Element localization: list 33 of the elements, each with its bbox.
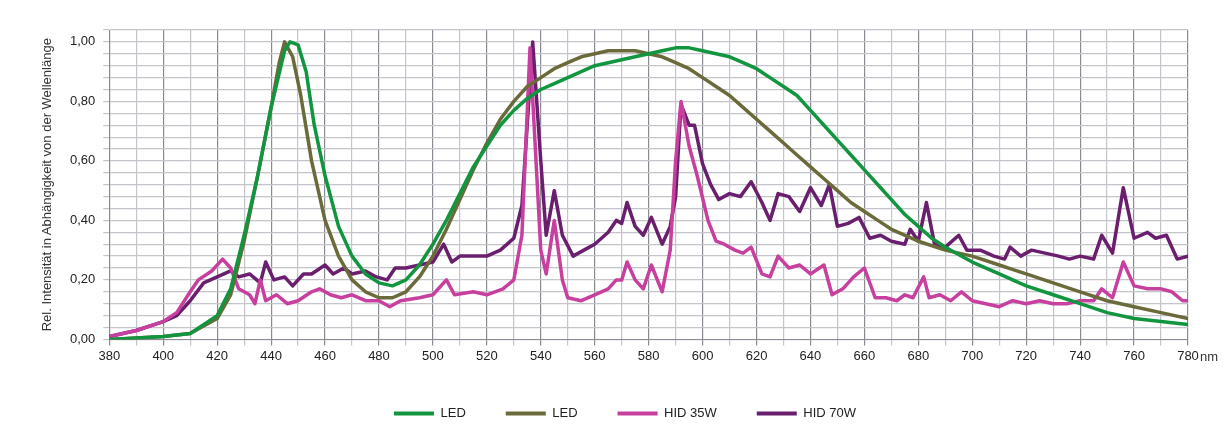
x-tick-label: 480: [368, 347, 390, 363]
x-tick-label: 400: [152, 347, 175, 363]
x-tick-label: 580: [637, 347, 660, 363]
x-tick-label: 740: [1069, 347, 1091, 363]
x-tick-label: 680: [907, 347, 930, 363]
y-tick-label: 0,60: [69, 152, 96, 168]
x-tick-label: 460: [314, 347, 336, 363]
x-tick-label: 440: [260, 347, 282, 363]
x-tick-label: 620: [745, 347, 768, 363]
legend-label: LED: [440, 405, 466, 421]
x-tick-label: 420: [206, 347, 229, 363]
x-tick-label: 780: [1177, 347, 1199, 363]
x-tick-label: 520: [475, 347, 498, 363]
legend-label: HID 70W: [803, 405, 857, 421]
x-tick-label: 540: [529, 347, 552, 363]
x-tick-label: 660: [853, 347, 876, 363]
x-tick-label: 700: [961, 347, 984, 363]
x-tick-label: 560: [583, 347, 606, 363]
y-tick-label: 0,80: [69, 92, 96, 108]
x-tick-label: 760: [1123, 347, 1145, 363]
y-tick-label: 0,20: [69, 271, 96, 287]
legend-label: LED: [552, 405, 578, 421]
x-axis-title: nm: [1200, 349, 1219, 365]
legend-label: HID 35W: [664, 405, 718, 421]
y-axis-title: Rel. Intensität in Abhängigkeit von der Wellenlänge: [38, 38, 54, 332]
y-tick-label: 1,00: [69, 33, 96, 49]
x-tick-label: 500: [422, 347, 444, 363]
x-tick-label: 720: [1015, 347, 1038, 363]
x-tick-label: 600: [691, 347, 714, 363]
x-tick-label: 640: [799, 347, 822, 363]
x-tick-label: 380: [98, 347, 121, 363]
y-tick-label: 0,40: [69, 211, 96, 227]
y-tick-label: 0,00: [69, 330, 96, 346]
